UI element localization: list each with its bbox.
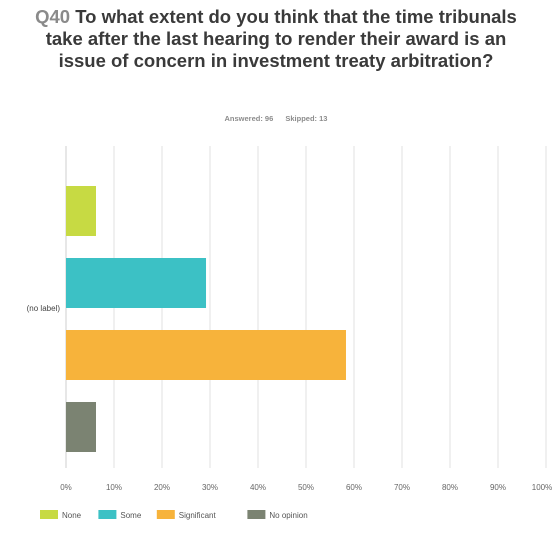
- bar-significant: [66, 330, 346, 380]
- x-tick-label: 80%: [442, 483, 458, 492]
- x-tick-label: 0%: [60, 483, 72, 492]
- y-category-label: (no label): [27, 304, 61, 313]
- x-tick-label: 90%: [490, 483, 506, 492]
- legend-swatch-none: [40, 510, 58, 519]
- bar-some: [66, 258, 207, 308]
- x-tick-label: 30%: [202, 483, 218, 492]
- legend-swatch-some: [98, 510, 117, 519]
- legend-swatch-significant: [156, 510, 175, 519]
- question-text: To what extent do you think that the tim…: [45, 6, 517, 71]
- answered-count: Answered: 96: [224, 114, 274, 123]
- bar-none: [66, 186, 96, 236]
- skipped-count: Skipped: 13: [285, 114, 328, 123]
- x-tick-label: 70%: [394, 483, 410, 492]
- x-tick-label: 60%: [346, 483, 362, 492]
- legend-label-some: Some: [120, 511, 141, 520]
- chart-title: Q40 To what extent do you think that the…: [20, 6, 532, 72]
- legend-label-none: None: [62, 511, 82, 520]
- response-stats: Answered: 96 Skipped: 13: [0, 114, 552, 123]
- x-tick-label: 10%: [106, 483, 122, 492]
- question-number: Q40: [35, 6, 71, 27]
- x-tick-label: 50%: [298, 483, 314, 492]
- legend-label-significant: Significant: [179, 511, 217, 520]
- legend-label-no-opinion: No opinion: [269, 511, 307, 520]
- x-tick-label: 40%: [250, 483, 266, 492]
- x-tick-label: 20%: [154, 483, 170, 492]
- legend-swatch-no-opinion: [247, 510, 266, 519]
- x-tick-label: 100%: [532, 483, 552, 492]
- bar-no-opinion: [66, 402, 96, 452]
